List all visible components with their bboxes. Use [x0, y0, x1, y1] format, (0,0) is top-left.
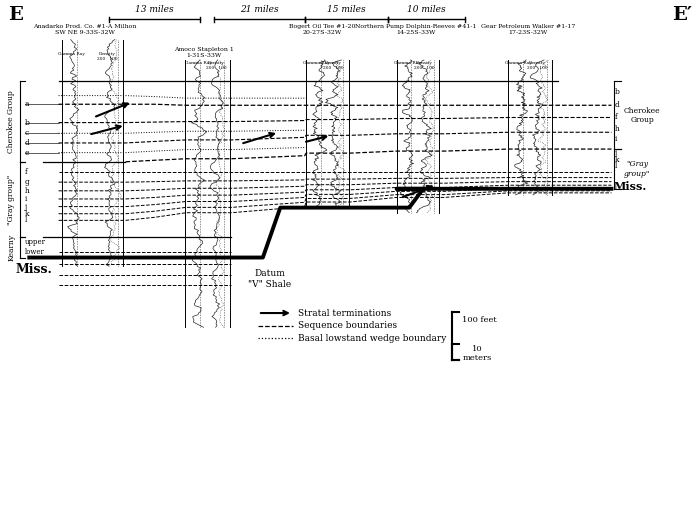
Text: l: l: [25, 217, 27, 224]
Text: d: d: [25, 139, 30, 147]
Text: Density
200   100: Density 200 100: [414, 61, 434, 70]
Text: h: h: [615, 125, 620, 133]
Text: Gamma Ray: Gamma Ray: [303, 61, 330, 66]
Text: Density
200   100: Density 200 100: [323, 61, 344, 70]
Text: Density
200   100: Density 200 100: [206, 61, 226, 70]
Text: Gamma Ray: Gamma Ray: [393, 61, 421, 66]
Text: Miss.: Miss.: [613, 181, 647, 191]
Text: Datum
"V" Shale: Datum "V" Shale: [248, 269, 291, 289]
Text: E: E: [8, 7, 23, 25]
Text: f: f: [25, 168, 28, 177]
Text: lower: lower: [25, 248, 45, 257]
Text: Gamma Ray: Gamma Ray: [505, 61, 532, 66]
Text: g: g: [25, 178, 30, 186]
Text: Anadarko Prod. Co. #1-A Milhon
SW NE 9-33S-32W: Anadarko Prod. Co. #1-A Milhon SW NE 9-3…: [34, 24, 137, 35]
Text: j: j: [615, 149, 617, 157]
Text: j: j: [25, 203, 27, 210]
Text: 10 miles: 10 miles: [407, 5, 446, 14]
Text: "Gray
group": "Gray group": [624, 160, 650, 178]
Text: h: h: [25, 187, 30, 195]
Text: i: i: [615, 135, 617, 143]
Text: e: e: [25, 148, 29, 157]
Text: 13 miles: 13 miles: [136, 5, 174, 14]
Text: b: b: [25, 119, 30, 126]
Text: Amoco Stapleton 1
1-31S-33W: Amoco Stapleton 1 1-31S-33W: [174, 47, 234, 58]
Text: Density
200   100: Density 200 100: [526, 61, 547, 70]
Text: 100 feet: 100 feet: [462, 316, 497, 324]
Text: Gamma Ray: Gamma Ray: [185, 61, 211, 66]
Text: 15 miles: 15 miles: [327, 5, 366, 14]
Text: i: i: [25, 195, 27, 203]
Text: c: c: [25, 129, 29, 137]
Text: f: f: [615, 114, 617, 121]
Text: k: k: [25, 210, 29, 218]
Text: Gear Petroleum Walker #1-17
17-23S-32W: Gear Petroleum Walker #1-17 17-23S-32W: [481, 24, 575, 35]
Text: Stratal terminations: Stratal terminations: [298, 309, 392, 317]
Text: upper: upper: [25, 238, 46, 246]
Text: Sequence boundaries: Sequence boundaries: [298, 321, 398, 330]
Text: a: a: [25, 100, 29, 108]
Text: 21 miles: 21 miles: [240, 5, 279, 14]
Text: Basal lowstand wedge boundary: Basal lowstand wedge boundary: [298, 334, 447, 343]
Text: d: d: [615, 101, 620, 109]
Text: k: k: [615, 156, 620, 164]
Text: Kearny: Kearny: [7, 234, 15, 261]
Text: b: b: [615, 88, 620, 96]
Text: Gamma Ray: Gamma Ray: [57, 52, 85, 56]
Text: E′: E′: [671, 7, 692, 25]
Text: Cherokee
Group: Cherokee Group: [624, 107, 661, 124]
Text: Density
200   100: Density 200 100: [97, 52, 118, 61]
Text: Cherokee Group: Cherokee Group: [7, 90, 15, 153]
Text: Bogert Oil Tee #1-20
20-27S-32W: Bogert Oil Tee #1-20 20-27S-32W: [289, 24, 356, 35]
Text: "Gray group": "Gray group": [7, 175, 15, 225]
Text: Miss.: Miss.: [15, 263, 52, 275]
Text: Northern Pump Dolphin-Reeves #41-1
14-25S-33W: Northern Pump Dolphin-Reeves #41-1 14-25…: [356, 24, 477, 35]
Text: l: l: [615, 162, 617, 170]
Text: 10
meters: 10 meters: [462, 345, 491, 362]
